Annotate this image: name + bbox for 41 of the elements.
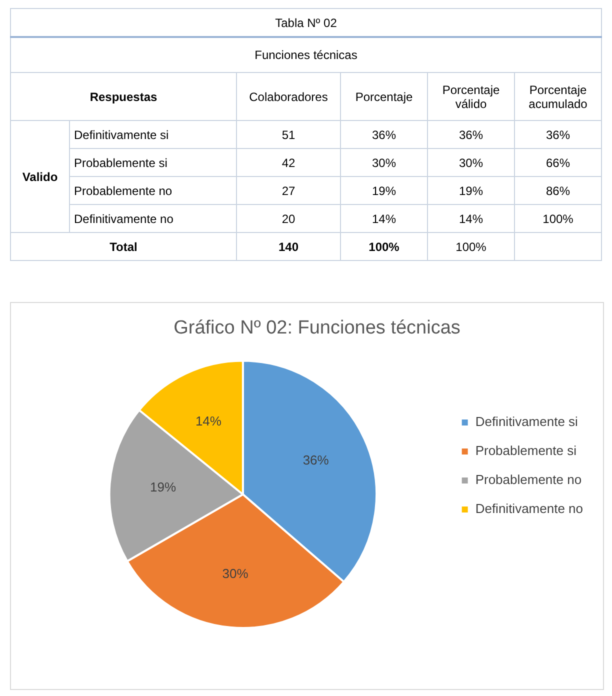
text: Porcentaje (340, 72, 428, 120)
text: Colaboradores (236, 72, 340, 120)
text: 14% (340, 204, 428, 232)
chart-title: Gráfico Nº 02: Funciones técnicas (174, 318, 460, 339)
text: 42 (236, 148, 340, 176)
text: Total (10, 232, 236, 260)
text: 19% (428, 176, 514, 204)
text: 27 (236, 176, 340, 204)
text: Definitivamente no (70, 204, 236, 232)
legend-label: Probablemente no (475, 472, 582, 488)
text: 30% (340, 148, 428, 176)
text: Porcentaje acumulado (514, 72, 602, 120)
text: 100% (514, 204, 602, 232)
data-label: 36% (302, 452, 330, 468)
text: 100% (428, 232, 514, 260)
text: Definitivamente si (70, 120, 236, 148)
text: Respuestas (10, 72, 236, 120)
text: 100% (340, 232, 428, 260)
legend-label: Definitivamente no (475, 501, 584, 516)
text: 51 (236, 120, 340, 148)
text: 20 (236, 204, 340, 232)
data-label: 19% (150, 480, 176, 495)
legend-label: Definitivamente si (475, 414, 578, 430)
text: 14% (428, 204, 514, 232)
text: Probablemente si (70, 148, 236, 176)
text: Tabla Nº 02 (10, 8, 602, 37)
text: 66% (514, 148, 602, 176)
text: Probablemente no (70, 176, 236, 204)
data-label: 14% (195, 414, 222, 429)
text: Funciones técnicas (10, 37, 602, 72)
text: 30% (428, 148, 514, 176)
text: Valido (10, 120, 70, 232)
text: 36% (428, 120, 514, 148)
text: 36% (514, 120, 602, 148)
text: 36% (340, 120, 428, 148)
text: 19% (340, 176, 428, 204)
text: 140 (236, 232, 340, 260)
text: 86% (514, 176, 602, 204)
legend-label: Probablemente si (475, 443, 577, 458)
text: Porcentaje válido (428, 72, 514, 120)
data-label: 30% (222, 566, 249, 581)
